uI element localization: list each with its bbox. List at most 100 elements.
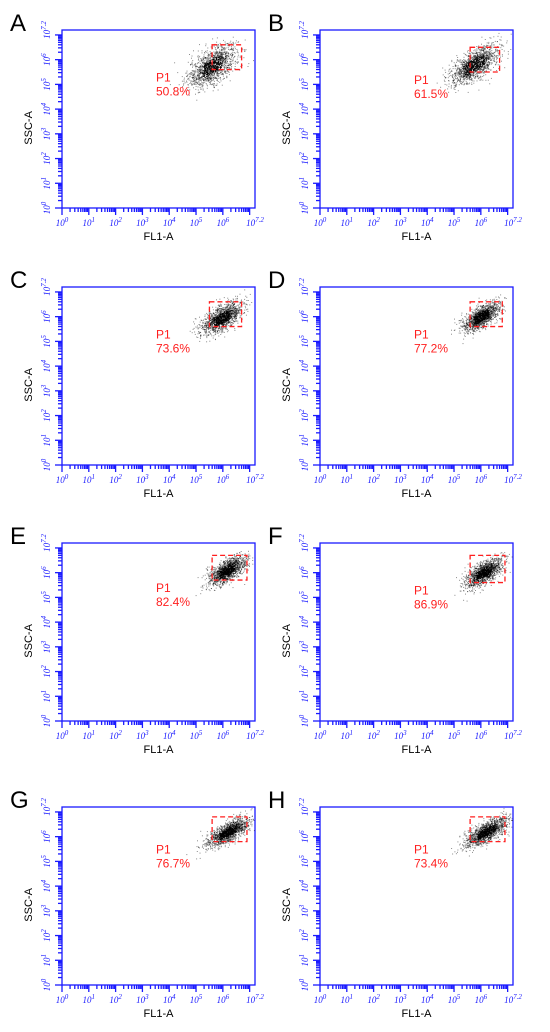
event-point (192, 66, 193, 68)
event-point (205, 332, 207, 334)
event-point (488, 55, 490, 57)
tick-label: 107.2 (40, 278, 52, 296)
event-point (453, 82, 455, 84)
event-point (239, 56, 241, 58)
event-point (199, 83, 201, 85)
event-point (485, 57, 487, 59)
event-point (197, 337, 199, 338)
event-point (220, 317, 222, 318)
event-point (203, 78, 205, 80)
event-point (219, 71, 221, 73)
event-point (480, 68, 482, 70)
event-point (231, 321, 233, 323)
event-point (463, 66, 464, 68)
event-point (469, 74, 471, 75)
event-point (476, 51, 478, 53)
event-point (227, 316, 229, 317)
event-point (237, 304, 239, 306)
event-point (239, 301, 241, 303)
event-point (218, 60, 219, 62)
event-point (448, 80, 450, 81)
event-point (213, 73, 215, 75)
event-point (230, 300, 232, 301)
event-point (202, 72, 204, 73)
event-point (476, 69, 478, 71)
event-point (191, 77, 193, 78)
gate-p1[interactable] (469, 46, 501, 73)
event-point (227, 322, 229, 324)
event-point (212, 65, 214, 66)
event-point (225, 308, 227, 310)
event-point (474, 68, 475, 70)
event-point (220, 305, 222, 307)
event-point (222, 323, 224, 325)
event-point (212, 321, 214, 323)
tick-label: 103 (298, 127, 310, 140)
gate-p1[interactable] (211, 44, 243, 71)
gate-p1[interactable] (208, 301, 243, 328)
event-point (192, 70, 194, 72)
event-point (454, 318, 455, 320)
event-point (464, 65, 466, 67)
event-point (200, 71, 202, 73)
event-point (222, 327, 224, 329)
event-point (498, 32, 500, 34)
event-point (494, 51, 496, 53)
event-point (212, 328, 214, 330)
event-point (463, 65, 465, 67)
event-point (192, 73, 194, 75)
event-point (240, 308, 242, 310)
event-point (459, 61, 460, 63)
event-point (459, 69, 461, 71)
event-point (235, 314, 237, 315)
event-point (222, 320, 224, 321)
event-point (227, 52, 229, 54)
event-point (232, 42, 234, 44)
event-point (211, 315, 213, 317)
event-point (494, 59, 495, 61)
event-point (483, 59, 485, 61)
event-point (236, 310, 238, 312)
event-point (223, 58, 224, 60)
event-point (206, 321, 208, 323)
event-point (233, 304, 234, 306)
event-point (226, 323, 228, 325)
event-point (211, 327, 213, 329)
event-point (478, 89, 480, 91)
event-point (219, 58, 221, 60)
event-point (213, 322, 215, 324)
event-point (202, 59, 204, 61)
event-point (462, 79, 464, 81)
event-point (208, 54, 210, 56)
event-point (183, 79, 185, 81)
event-point (485, 58, 487, 60)
event-point (469, 75, 471, 77)
event-point (462, 60, 464, 61)
event-point (201, 69, 203, 70)
event-point (214, 314, 216, 316)
event-point (209, 324, 211, 326)
event-point (207, 63, 209, 65)
event-point (236, 312, 238, 314)
event-point (214, 77, 215, 79)
event-point (467, 91, 469, 93)
event-point (234, 312, 236, 314)
event-point (207, 54, 209, 56)
tick-label: 104 (421, 473, 434, 485)
event-point (218, 335, 220, 337)
event-point (205, 334, 207, 336)
event-point (458, 327, 460, 329)
event-point (466, 81, 468, 83)
event-point (209, 63, 211, 65)
event-point (465, 73, 467, 75)
event-point (196, 78, 198, 80)
event-point (231, 310, 232, 312)
event-point (218, 322, 220, 324)
event-point (213, 326, 214, 328)
event-point (221, 323, 223, 325)
event-point (207, 325, 209, 326)
event-point (251, 302, 253, 303)
event-point (489, 305, 491, 307)
event-point (221, 84, 223, 86)
event-point (486, 59, 487, 61)
